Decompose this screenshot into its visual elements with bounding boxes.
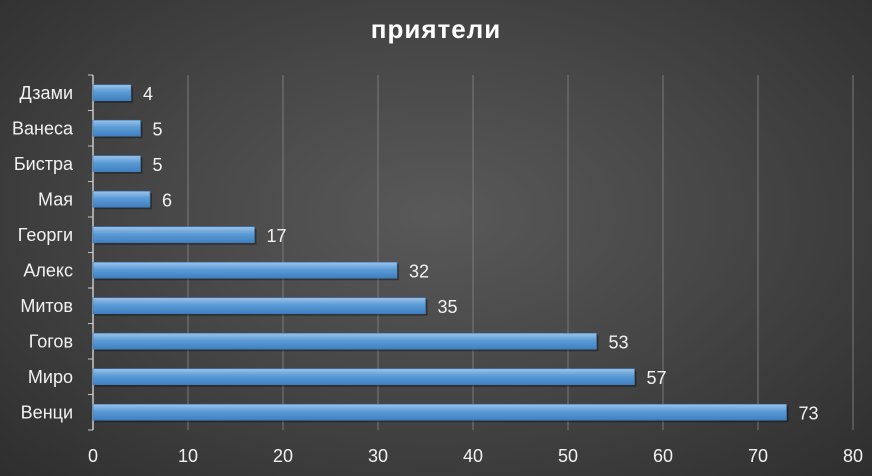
bar-Венци <box>92 403 787 421</box>
x-tick-label: 60 <box>653 446 673 466</box>
x-tick-label: 40 <box>463 446 483 466</box>
data-label: 53 <box>609 332 629 352</box>
data-label: 57 <box>647 368 667 388</box>
category-label: Ванеса <box>12 118 74 138</box>
data-label: 5 <box>153 119 163 139</box>
chart-title: приятели <box>370 14 502 44</box>
bars <box>92 84 789 423</box>
data-label: 17 <box>267 226 287 246</box>
category-label: Гогов <box>29 331 73 351</box>
category-label: Алекс <box>23 260 73 280</box>
bar-Митов <box>92 297 426 315</box>
x-tick-label: 20 <box>273 446 293 466</box>
data-label: 4 <box>143 84 153 104</box>
data-label: 73 <box>799 403 819 423</box>
bar-Бистра <box>92 155 141 173</box>
category-label: Митов <box>20 296 73 316</box>
x-tick-label: 70 <box>748 446 768 466</box>
labels: 0 10 20 30 40 50 60 70 80 Дзами 4 Ванеса 5 Бистра 5 Мая… <box>12 83 863 466</box>
data-label: 6 <box>162 190 172 210</box>
x-tick-label: 0 <box>88 446 98 466</box>
bar-Ванеса <box>92 119 141 137</box>
bar-Алекс <box>92 261 398 279</box>
category-label: Георги <box>18 225 73 245</box>
x-tick-label: 50 <box>558 446 578 466</box>
category-label: Венци <box>21 402 73 422</box>
bar-Гогов <box>92 332 597 350</box>
bar-Дзами <box>92 84 132 102</box>
category-label: Дзами <box>20 83 73 103</box>
bar-Миро <box>92 368 635 386</box>
data-label: 5 <box>153 155 163 175</box>
bar-Георги <box>92 226 255 244</box>
x-tick-label: 30 <box>368 446 388 466</box>
bar-Мая <box>92 190 151 208</box>
data-label: 35 <box>438 297 458 317</box>
x-tick-label: 80 <box>843 446 863 466</box>
x-tick-label: 10 <box>178 446 198 466</box>
data-label: 32 <box>409 261 429 281</box>
category-label: Мая <box>38 189 73 209</box>
category-label: Миро <box>28 367 73 387</box>
category-label: Бистра <box>14 154 74 174</box>
axes <box>88 74 94 431</box>
gridlines <box>187 75 854 430</box>
